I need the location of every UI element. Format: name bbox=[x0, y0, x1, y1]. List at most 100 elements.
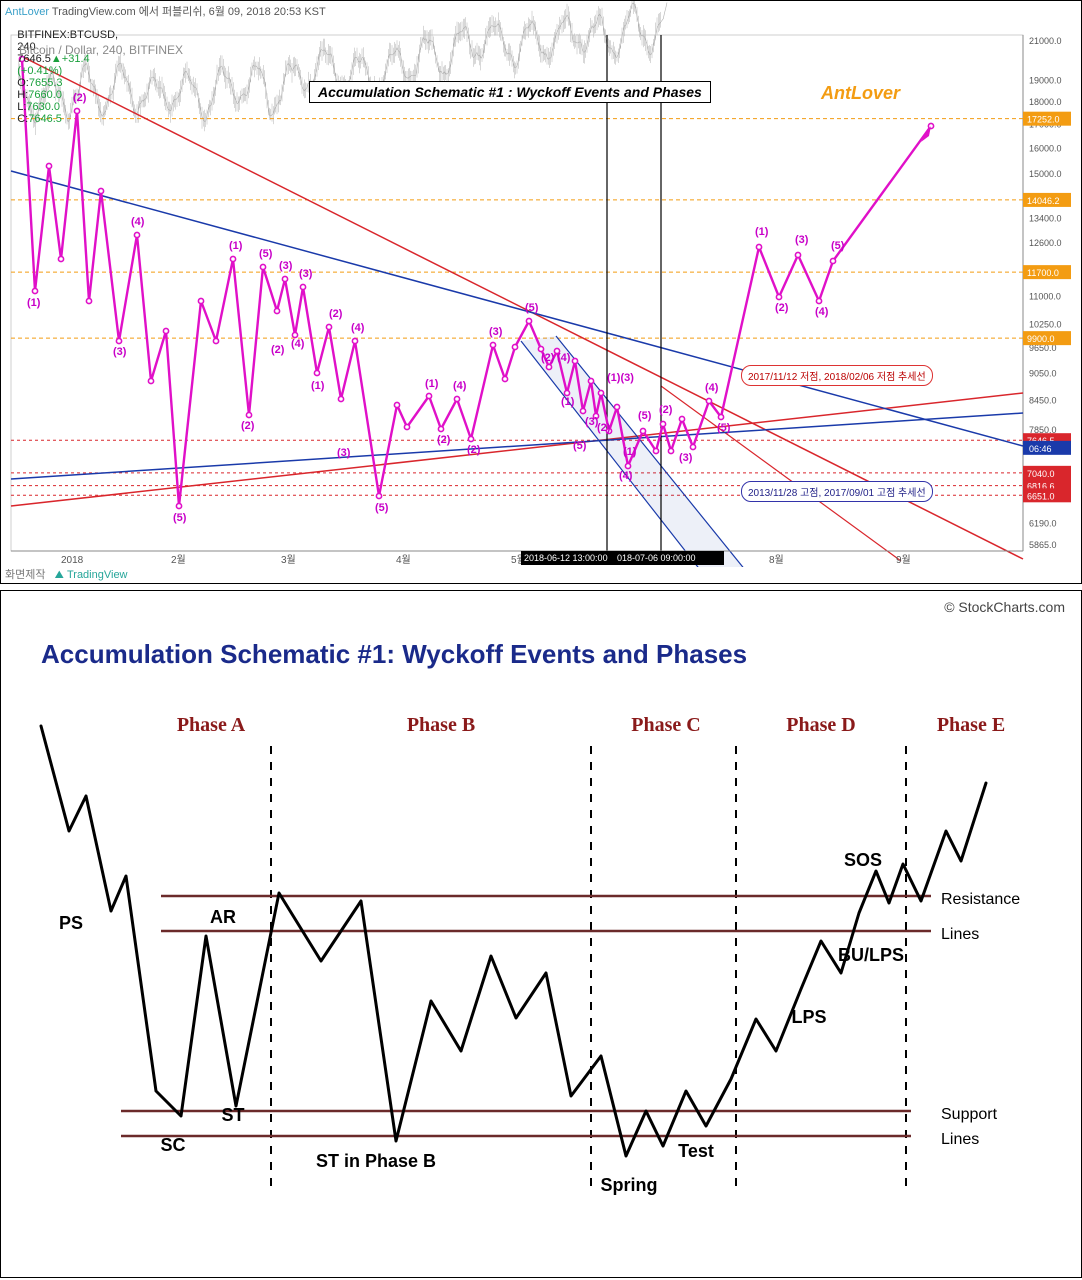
svg-text:(4): (4) bbox=[453, 380, 467, 392]
svg-text:14046.2: 14046.2 bbox=[1027, 196, 1060, 206]
ohlc-l: 7630.0 bbox=[26, 101, 60, 113]
svg-text:(3): (3) bbox=[489, 326, 503, 338]
svg-text:Test: Test bbox=[678, 1141, 714, 1161]
svg-text:(2): (2) bbox=[241, 420, 255, 432]
svg-text:(5): (5) bbox=[638, 410, 652, 422]
svg-text:9900.0: 9900.0 bbox=[1027, 334, 1055, 344]
svg-text:2018-06-12 13:00:00: 2018-06-12 13:00:00 bbox=[524, 553, 608, 563]
pair-label: Bitcoin / Dollar, 240, BITFINEX bbox=[19, 43, 183, 57]
svg-text:(2): (2) bbox=[437, 434, 451, 446]
schematic-svg: Phase A Phase B Phase C Phase D Phase E Resis… bbox=[1, 591, 1081, 1277]
svg-text:(5): (5) bbox=[259, 248, 273, 260]
svg-text:(4): (4) bbox=[351, 322, 365, 334]
svg-text:(4): (4) bbox=[291, 338, 305, 350]
svg-text:(1): (1) bbox=[311, 380, 325, 392]
svg-text:LPS: LPS bbox=[791, 1007, 826, 1027]
svg-text:3월: 3월 bbox=[281, 554, 296, 566]
svg-text:Phase D: Phase D bbox=[786, 714, 855, 736]
footer-label: 화면제작 bbox=[5, 569, 45, 581]
trendline-callout-red: 2017/11/12 저점, 2018/02/06 저점 추세선 bbox=[741, 365, 933, 386]
svg-text:10250.0: 10250.0 bbox=[1029, 319, 1062, 329]
svg-text:BU/LPS: BU/LPS bbox=[838, 945, 904, 965]
svg-text:018-07-06 09:00:00: 018-07-06 09:00:00 bbox=[617, 553, 696, 563]
svg-text:5865.0: 5865.0 bbox=[1029, 540, 1057, 550]
svg-text:(4): (4) bbox=[705, 382, 719, 394]
svg-text:SC: SC bbox=[160, 1135, 185, 1155]
svg-text:(2): (2) bbox=[541, 352, 555, 364]
svg-text:9050.0: 9050.0 bbox=[1029, 369, 1057, 379]
svg-text:(4): (4) bbox=[619, 470, 633, 482]
svg-text:2월: 2월 bbox=[171, 554, 186, 566]
svg-text:6651.0: 6651.0 bbox=[1027, 491, 1055, 501]
svg-text:(1)(3): (1)(3) bbox=[607, 372, 634, 384]
trendline-callout-blue: 2013/11/28 고점, 2017/09/01 고점 추세선 bbox=[741, 481, 933, 502]
svg-text:12600.0: 12600.0 bbox=[1029, 238, 1062, 248]
svg-text:(3): (3) bbox=[795, 234, 809, 246]
svg-text:11700.0: 11700.0 bbox=[1027, 268, 1059, 278]
svg-text:Support: Support bbox=[941, 1106, 998, 1123]
chart-footer: 화면제작 ⛰ TradingView bbox=[5, 566, 128, 582]
svg-text:2018: 2018 bbox=[61, 555, 84, 566]
svg-text:(4): (4) bbox=[131, 216, 145, 228]
svg-text:(2): (2) bbox=[597, 422, 611, 434]
svg-text:(5): (5) bbox=[375, 502, 389, 514]
svg-text:PS: PS bbox=[59, 913, 83, 933]
svg-text:(4): (4) bbox=[815, 306, 829, 318]
svg-text:(3): (3) bbox=[337, 447, 351, 459]
change-pct: (+0.41%) bbox=[17, 65, 62, 77]
svg-text:6190.0: 6190.0 bbox=[1029, 519, 1057, 529]
svg-text:21000.0: 21000.0 bbox=[1029, 36, 1062, 46]
schematic-title: Accumulation Schematic #1: Wyckoff Event… bbox=[41, 639, 747, 670]
svg-text:17252.0: 17252.0 bbox=[1027, 115, 1060, 125]
svg-text:SOS: SOS bbox=[844, 850, 882, 870]
svg-text:ST in Phase B: ST in Phase B bbox=[316, 1151, 436, 1171]
svg-text:Phase A: Phase A bbox=[177, 714, 246, 736]
svg-text:Phase C: Phase C bbox=[631, 714, 700, 736]
ohlc-h: 7660.0 bbox=[28, 89, 62, 101]
svg-text:(1): (1) bbox=[229, 240, 243, 252]
svg-text:ST: ST bbox=[221, 1105, 244, 1125]
svg-text:(3): (3) bbox=[679, 452, 693, 464]
svg-text:(2): (2) bbox=[775, 302, 789, 314]
tradingview-chart-panel: AntLover TradingView.com 에서 퍼블리쉬, 6월 09,… bbox=[0, 0, 1082, 584]
svg-text:Phase E: Phase E bbox=[937, 714, 1005, 736]
svg-text:(5): (5) bbox=[717, 422, 731, 434]
svg-text:(2): (2) bbox=[329, 308, 343, 320]
svg-text:(1): (1) bbox=[425, 378, 439, 390]
svg-text:(1): (1) bbox=[27, 297, 41, 309]
watermark-author: AntLover bbox=[821, 83, 900, 104]
svg-text:(2): (2) bbox=[467, 444, 481, 456]
svg-text:(3): (3) bbox=[279, 260, 293, 272]
svg-text:16000.0: 16000.0 bbox=[1029, 143, 1062, 153]
svg-text:(2): (2) bbox=[659, 404, 673, 416]
ohlc-c: 7646.5 bbox=[28, 113, 62, 125]
tradingview-logo-text[interactable]: TradingView bbox=[67, 569, 128, 581]
svg-text:(3): (3) bbox=[299, 268, 313, 280]
svg-text:4월: 4월 bbox=[396, 554, 411, 566]
svg-text:(4): (4) bbox=[557, 352, 571, 364]
svg-text:(5): (5) bbox=[173, 512, 187, 524]
chart-title-box: Accumulation Schematic #1 : Wyckoff Even… bbox=[309, 81, 711, 103]
svg-text:18000.0: 18000.0 bbox=[1029, 97, 1062, 107]
svg-text:06:46: 06:46 bbox=[1029, 444, 1052, 454]
svg-text:7040.0: 7040.0 bbox=[1027, 469, 1055, 479]
svg-text:15000.0: 15000.0 bbox=[1029, 169, 1062, 179]
svg-text:(1): (1) bbox=[755, 226, 769, 238]
svg-text:(1): (1) bbox=[623, 446, 637, 458]
stockcharts-credit: © StockCharts.com bbox=[944, 599, 1065, 615]
svg-text:11000.0: 11000.0 bbox=[1029, 292, 1061, 302]
svg-text:(2): (2) bbox=[271, 344, 285, 356]
svg-text:(1): (1) bbox=[561, 396, 575, 408]
svg-text:(5): (5) bbox=[831, 240, 845, 252]
svg-text:Lines: Lines bbox=[941, 1131, 979, 1148]
svg-text:Resistance: Resistance bbox=[941, 891, 1020, 908]
svg-text:8450.0: 8450.0 bbox=[1029, 396, 1057, 406]
svg-text:(3): (3) bbox=[113, 346, 127, 358]
svg-text:Spring: Spring bbox=[601, 1175, 658, 1195]
svg-text:(5): (5) bbox=[573, 440, 587, 452]
chart-header-line2: BITFINEX:BTCUSD, 240 7646.5▲+31.4 (+0.41… bbox=[5, 17, 118, 137]
svg-text:Phase B: Phase B bbox=[407, 714, 475, 736]
svg-text:Lines: Lines bbox=[941, 926, 979, 943]
wyckoff-schematic-panel: © StockCharts.com Accumulation Schematic… bbox=[0, 590, 1082, 1278]
svg-text:8월: 8월 bbox=[769, 554, 784, 566]
